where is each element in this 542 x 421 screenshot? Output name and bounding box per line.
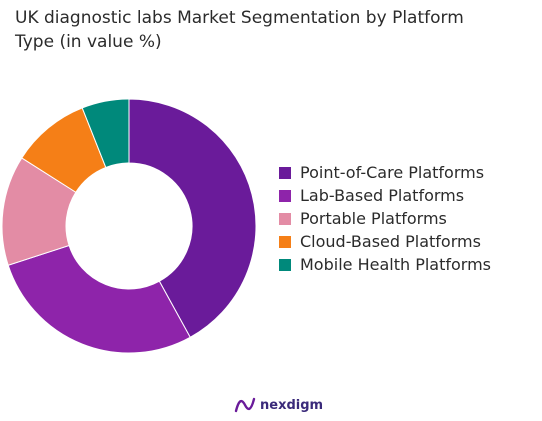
donut-slice-point-of-care-platforms [128,98,257,338]
donut-slice-lab-based-platforms [7,244,191,354]
nexdigm-logo-icon [234,397,256,413]
legend-item: Lab-Based Platforms [279,184,491,207]
legend-item: Cloud-Based Platforms [279,230,491,253]
donut-chart [1,98,257,354]
legend-item: Portable Platforms [279,207,491,230]
legend-label: Lab-Based Platforms [300,186,465,205]
legend-label: Point-of-Care Platforms [300,163,485,182]
legend-swatch [279,235,291,248]
legend-swatch [279,212,291,225]
legend-label: Cloud-Based Platforms [300,232,481,251]
chart-legend: Point-of-Care Platforms Lab-Based Platfo… [279,161,491,276]
legend-label: Mobile Health Platforms [300,255,492,274]
legend-item: Point-of-Care Platforms [279,161,491,184]
legend-label: Portable Platforms [300,209,447,228]
brand-logo: nexdigm [234,396,323,414]
legend-swatch [279,166,291,179]
legend-item: Mobile Health Platforms [279,253,491,276]
legend-swatch [279,258,291,271]
donut-slice-mobile-health-platforms [81,98,130,169]
brand-name: nexdigm [260,397,324,413]
chart-title: UK diagnostic labs Market Segmentation b… [15,8,464,52]
legend-swatch [279,189,291,202]
